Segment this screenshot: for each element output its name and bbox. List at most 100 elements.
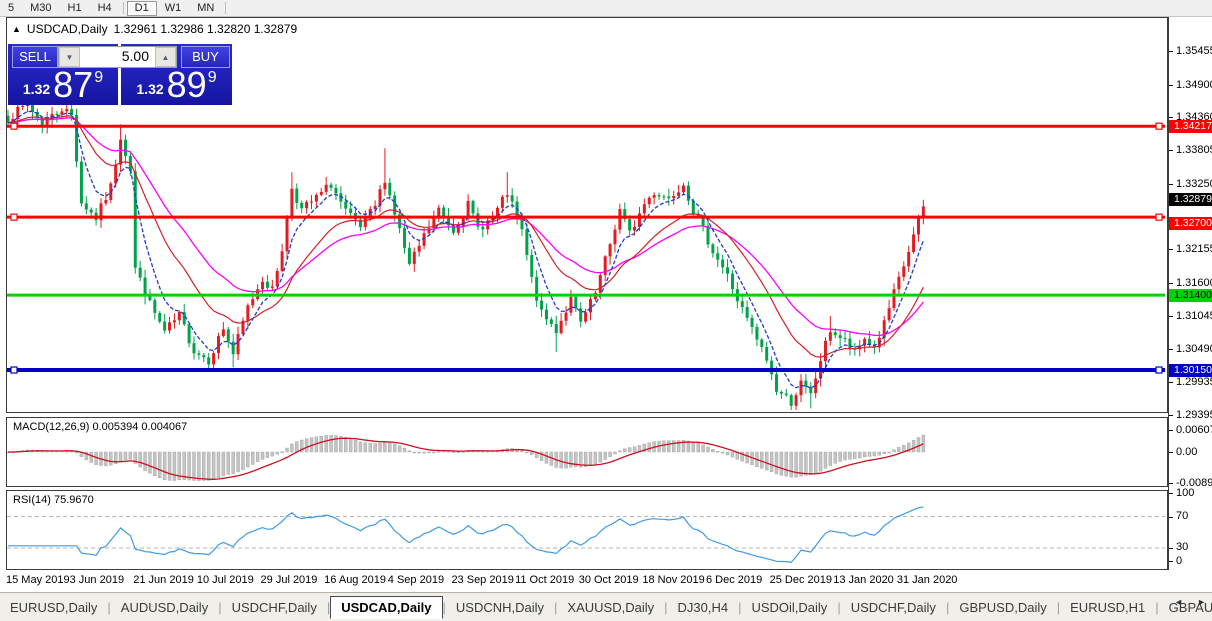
chart-symbol-label: USDCAD,Daily <box>26 22 108 36</box>
date-axis[interactable]: 15 May 2019 3 Jun 2019 21 Jun 2019 10 Jul 2… <box>6 571 1168 591</box>
macd-tick-label: 0.00 <box>1176 445 1198 458</box>
line-handle[interactable] <box>1155 122 1163 130</box>
chevron-up-icon: ▲ <box>161 52 170 62</box>
tab-separator: | <box>218 599 222 615</box>
level-price-label: 1.34217 <box>1169 119 1212 133</box>
timeframe-button-H1[interactable]: H1 <box>67 2 82 14</box>
macd-tick-mark <box>1169 452 1173 453</box>
sell-price-prefix: 1.32 <box>22 81 51 97</box>
chart-tab-USDOil-Daily[interactable]: USDOil,Daily <box>751 599 828 615</box>
macd-tick-mark <box>1169 430 1173 432</box>
volume-stepper[interactable]: ▼ 5.00 ▲ <box>58 46 177 68</box>
timeframe-button-D1[interactable]: D1 <box>126 0 157 16</box>
chart-tab-DJ30-H4[interactable]: DJ30,H4 <box>677 599 729 615</box>
price-tick-label: 1.33250 <box>1176 177 1212 190</box>
chevron-down-icon: ▼ <box>65 52 74 62</box>
tab-separator: | <box>1155 599 1159 615</box>
date-tick-label: 4 Sep 2019 <box>387 574 445 586</box>
toolbar-separator <box>225 2 227 14</box>
timeframe-button-M30[interactable]: M30 <box>30 2 52 14</box>
sell-price-display[interactable]: 1.32 87 9 <box>8 63 118 103</box>
level-price-label: 1.32700 <box>1169 216 1212 230</box>
chart-tab-USDCHF-Daily[interactable]: USDCHF,Daily <box>850 599 936 615</box>
level-price-label: 1.30150 <box>1169 363 1212 377</box>
chart-tab-USDCNH-Daily[interactable]: USDCNH,Daily <box>455 599 545 615</box>
volume-decrease-button[interactable]: ▼ <box>59 47 80 67</box>
macd-indicator-panel[interactable]: MACD(12,26,9) 0.005394 0.004067 <box>6 417 1168 487</box>
rsi-chart-canvas[interactable] <box>7 491 1165 567</box>
timeframe-button-5[interactable]: 5 <box>8 2 15 14</box>
buy-price-prefix: 1.32 <box>136 81 164 97</box>
date-tick-label: 21 Jun 2019 <box>133 574 194 586</box>
line-handle[interactable] <box>1155 366 1163 374</box>
price-tick-mark <box>1169 315 1173 317</box>
tab-separator: | <box>442 599 446 615</box>
price-tick-mark <box>1169 150 1173 152</box>
chart-tab-GBPUSD-Daily[interactable]: GBPUSD,Daily <box>959 599 1047 615</box>
price-tick-mark <box>1169 382 1173 384</box>
date-tick-label: 10 Jul 2019 <box>196 574 254 586</box>
line-handle[interactable] <box>10 366 18 374</box>
date-tick-label: 29 Jul 2019 <box>260 574 318 586</box>
volume-input[interactable]: 5.00 <box>121 48 149 64</box>
chart-tab-GBPAUD-H1[interactable]: GBPAUD,H1 <box>1168 599 1212 615</box>
tab-separator: | <box>326 599 331 615</box>
date-tick-label: 16 Aug 2019 <box>324 574 386 586</box>
buy-price-display[interactable]: 1.32 89 9 <box>121 63 232 103</box>
candlestick-chart-canvas[interactable] <box>7 18 1165 410</box>
date-tick-label: 11 Oct 2019 <box>515 574 575 586</box>
macd-histogram <box>7 434 926 481</box>
price-tick-mark <box>1169 282 1173 284</box>
line-handle[interactable] <box>10 213 18 221</box>
price-tick-label: 1.35455 <box>1176 45 1212 58</box>
timeframe-toolbar: 5 M30 H1 H4 D1 W1 MN <box>0 0 1212 17</box>
price-axis[interactable]: 1.35455 1.34900 1.34360 1.33805 1.33250 1.321… <box>1168 17 1212 570</box>
chart-tab-USDCAD-Daily[interactable]: USDCAD,Daily <box>330 595 443 619</box>
timeframe-button-W1[interactable]: W1 <box>164 2 182 14</box>
tab-separator: | <box>107 599 111 615</box>
line-handle[interactable] <box>10 122 18 130</box>
current-price-label: 1.32879 <box>1169 192 1212 206</box>
chart-tab-EURUSD-H1[interactable]: EURUSD,H1 <box>1070 599 1146 615</box>
collapse-icon[interactable]: ▲ <box>12 24 21 34</box>
timeframe-button-MN[interactable]: MN <box>197 2 215 14</box>
price-tick-label: 1.29395 <box>1176 408 1212 421</box>
sell-button[interactable]: SELL <box>12 46 58 68</box>
date-tick-label: 25 Dec 2019 <box>769 574 832 586</box>
tab-separator: | <box>1056 599 1061 615</box>
date-tick-label: 23 Sep 2019 <box>451 574 514 586</box>
chart-tab-XAUUSD-Daily[interactable]: XAUUSD,Daily <box>567 599 655 615</box>
price-tick-mark <box>1169 349 1173 351</box>
price-tick-label: 1.31045 <box>1176 309 1212 322</box>
rsi-tick-label: 30 <box>1176 541 1189 554</box>
date-tick-label: 13 Jan 2020 <box>833 574 894 586</box>
chart-tab-AUDUSD-Daily[interactable]: AUDUSD,Daily <box>120 599 209 615</box>
level-lines <box>7 122 1165 374</box>
macd-tick-label: -0.008965 <box>1176 476 1212 489</box>
price-tick-label: 1.30490 <box>1176 343 1212 356</box>
tab-scroll-controls: ◄ ► <box>1174 597 1206 607</box>
line-handle[interactable] <box>1155 213 1163 221</box>
macd-label: MACD(12,26,9) 0.005394 0.004067 <box>13 421 188 433</box>
price-tick-label: 1.31600 <box>1176 276 1212 289</box>
price-tick-label: 1.33805 <box>1176 144 1212 157</box>
macd-chart-canvas[interactable] <box>7 418 1165 484</box>
price-tick-label: 1.29935 <box>1176 376 1212 389</box>
price-tick-mark <box>1169 51 1173 53</box>
chart-tab-USDCHF-Daily[interactable]: USDCHF,Daily <box>231 599 317 615</box>
candles <box>7 97 925 410</box>
date-tick-label: 30 Oct 2019 <box>578 574 639 586</box>
volume-increase-button[interactable]: ▲ <box>155 47 176 67</box>
chart-tab-EURUSD-Daily[interactable]: EURUSD,Daily <box>10 599 98 615</box>
tab-separator: | <box>738 599 742 615</box>
tab-separator: | <box>664 599 668 615</box>
tab-separator: | <box>837 599 841 615</box>
tab-scroll-right-icon[interactable]: ► <box>1197 597 1206 607</box>
chart-ohlc-values: 1.32961 1.32986 1.32820 1.32879 <box>113 22 298 36</box>
rsi-indicator-panel[interactable]: RSI(14) 75.9670 <box>6 490 1168 570</box>
price-tick-mark <box>1169 414 1173 416</box>
tab-scroll-left-icon[interactable]: ◄ <box>1174 597 1184 607</box>
timeframe-button-H4[interactable]: H4 <box>97 2 112 14</box>
buy-button[interactable]: BUY <box>181 46 230 68</box>
